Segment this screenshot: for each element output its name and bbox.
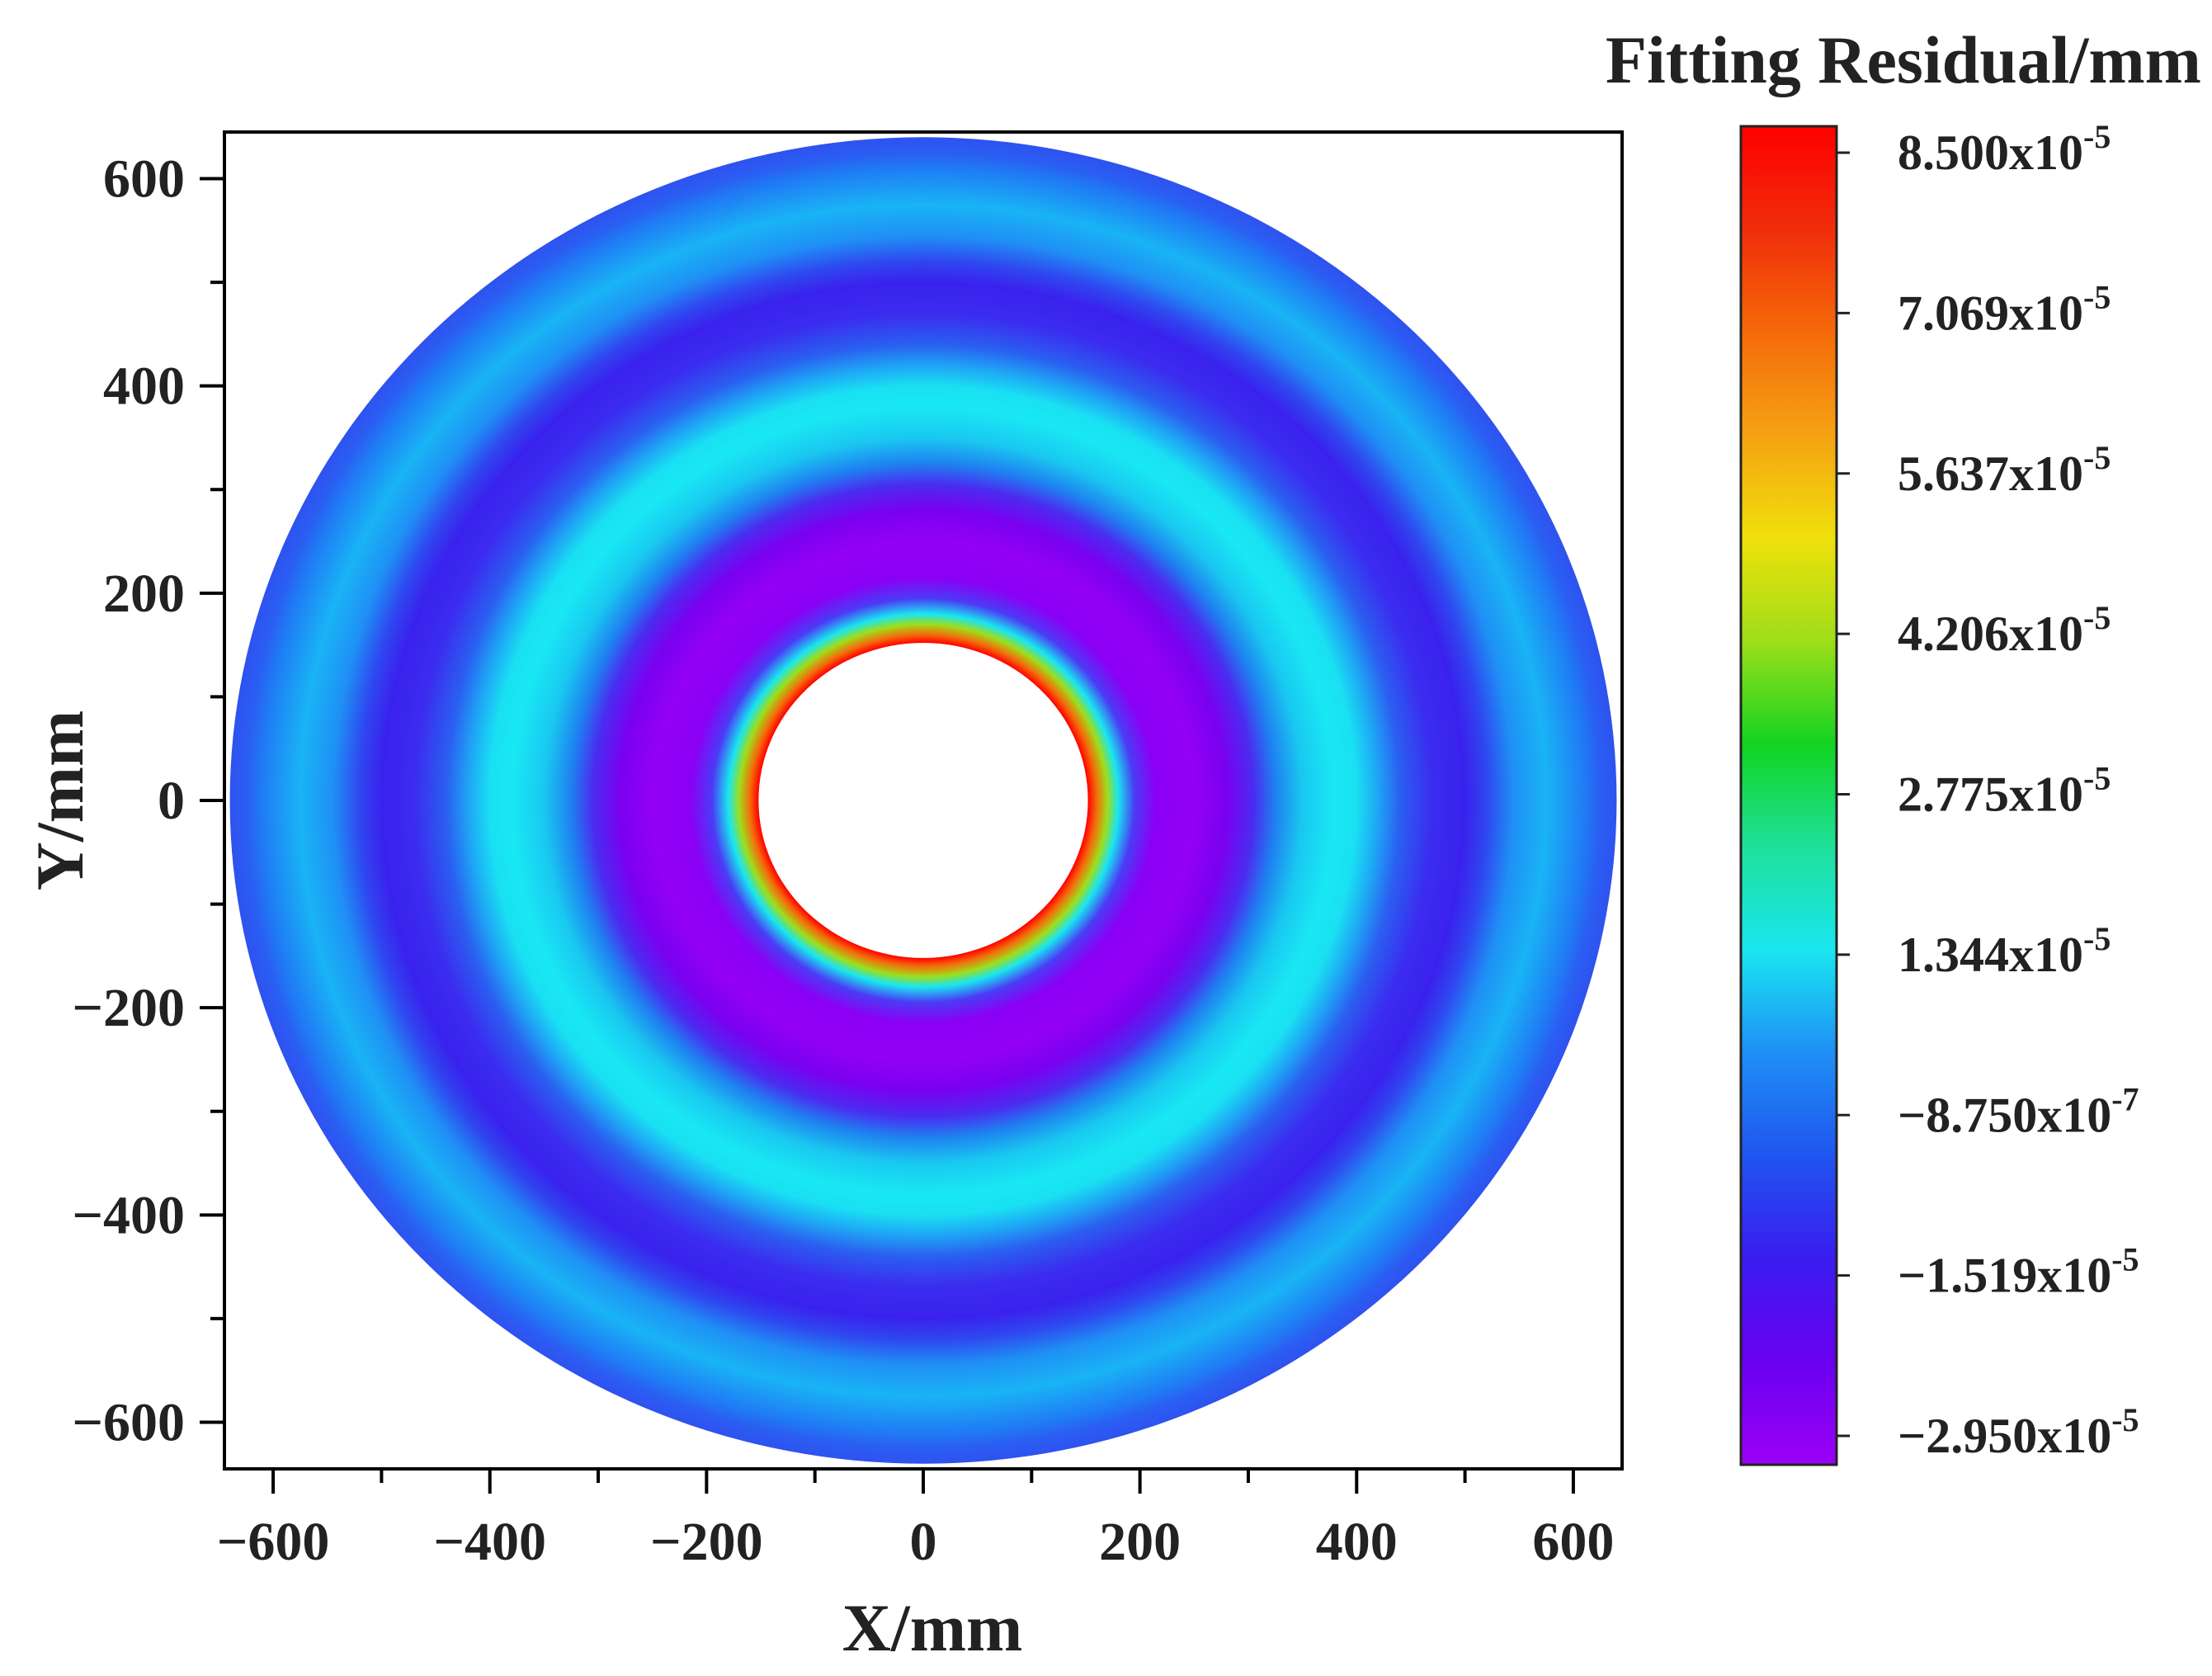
x-axis-ticks: −600 −400 −200 0 200 400 600 (217, 1469, 1614, 1572)
colorbar-tick-mantissa: 7.069x10 (1898, 286, 2083, 340)
colorbar-tick-label: 5.637x10-5 (1898, 439, 2111, 501)
colorbar-tick-exponent: -7 (2111, 1080, 2139, 1117)
colorbar-tick-exponent: -5 (2083, 920, 2111, 957)
colorbar-tick-exponent: -5 (2083, 439, 2111, 476)
y-tick-label: −200 (72, 978, 185, 1038)
colorbar-tick-exponent: -5 (2111, 1401, 2139, 1438)
colorbar-tick-exponent: -5 (2083, 118, 2111, 155)
x-tick-label: 400 (1316, 1512, 1398, 1572)
colorbar-tick-mantissa: 4.206x10 (1898, 607, 2083, 661)
x-axis-label: X/mm (842, 1590, 1023, 1665)
colorbar-tick-exponent: -5 (2083, 599, 2111, 636)
colorbar-title: Fitting Residual/mm (1606, 22, 2201, 97)
colorbar-tick-mantissa: 2.775x10 (1898, 767, 2083, 822)
colorbar-tick-mantissa: −2.950x10 (1898, 1409, 2111, 1463)
colorbar-tick-mantissa: 1.344x10 (1898, 928, 2083, 982)
colorbar-tick-label: 2.775x10-5 (1898, 760, 2111, 822)
colorbar-tick-mantissa: −1.519x10 (1898, 1249, 2111, 1303)
colorbar-tick-exponent: -5 (2111, 1241, 2139, 1278)
x-tick-label: 600 (1532, 1512, 1614, 1572)
colorbar-tick-exponent: -5 (2083, 760, 2111, 797)
y-tick-label: 200 (103, 564, 185, 624)
y-tick-label: 400 (103, 356, 185, 417)
colorbar-tick-label: 1.344x10-5 (1898, 920, 2111, 982)
y-axis-label: Y/mm (22, 711, 97, 891)
colorbar (1739, 125, 1838, 1466)
colorbar-tick-mantissa: −8.750x10 (1898, 1088, 2111, 1142)
x-tick-label: 0 (910, 1512, 937, 1572)
contour-layer (229, 137, 1617, 1464)
y-axis-ticks: 600 400 200 0 −200 −400 −600 (72, 149, 224, 1452)
residual-annulus (229, 137, 1617, 1464)
x-tick-label: 200 (1099, 1512, 1181, 1572)
colorbar-tick-label: 4.206x10-5 (1898, 599, 2111, 661)
x-tick-label: −200 (650, 1512, 763, 1572)
colorbar-ticks: 8.500x10-57.069x10-55.637x10-54.206x10-5… (1837, 118, 2139, 1463)
colorbar-tick-mantissa: 8.500x10 (1898, 125, 2083, 180)
colorbar-tick-label: 8.500x10-5 (1898, 118, 2111, 180)
colorbar-tick-mantissa: 5.637x10 (1898, 446, 2083, 501)
y-tick-label: −400 (72, 1185, 185, 1245)
colorbar-tick-label: −2.950x10-5 (1898, 1401, 2139, 1463)
x-tick-label: −600 (217, 1512, 330, 1572)
colorbar-tick-label: −1.519x10-5 (1898, 1241, 2139, 1303)
colorbar-tick-label: −8.750x10-7 (1898, 1080, 2139, 1142)
colorbar-tick-label: 7.069x10-5 (1898, 278, 2111, 340)
colorbar-tick-exponent: -5 (2083, 278, 2111, 315)
y-tick-label: 0 (158, 771, 185, 831)
y-tick-label: −600 (72, 1392, 185, 1452)
y-tick-label: 600 (103, 149, 185, 210)
x-tick-label: −400 (433, 1512, 546, 1572)
